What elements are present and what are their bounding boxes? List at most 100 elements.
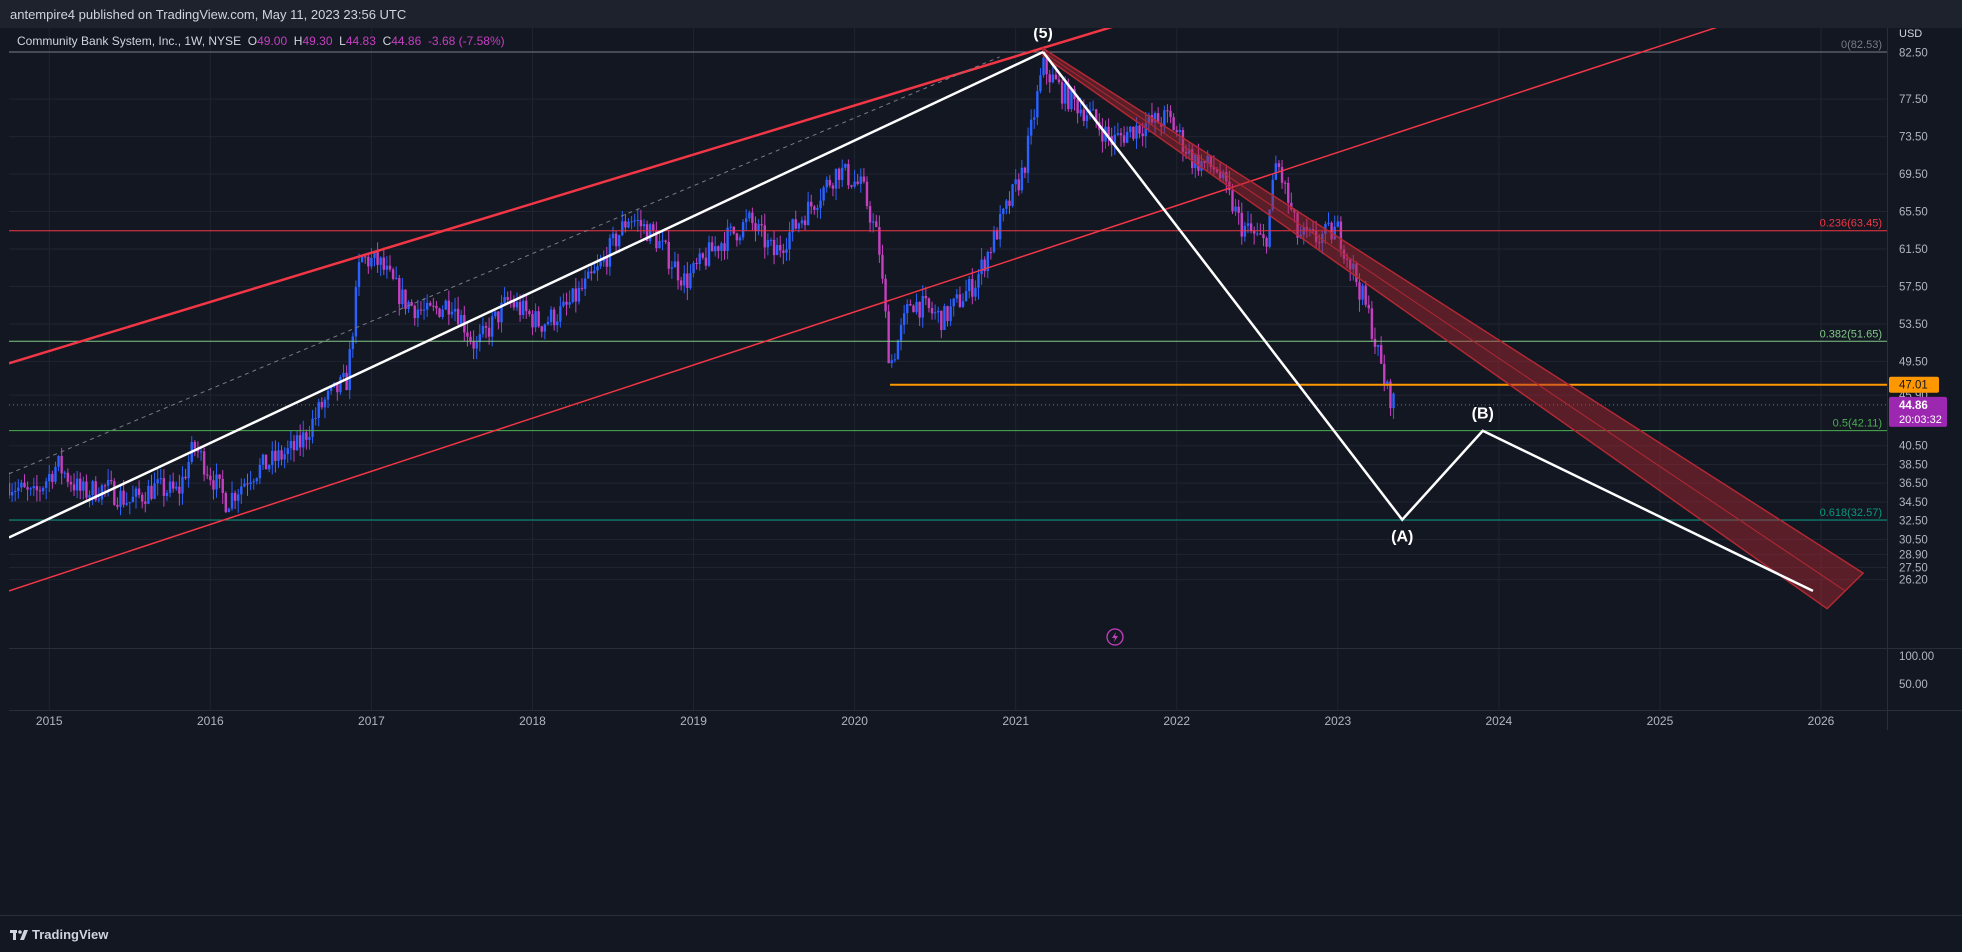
candle-body [1119,133,1123,136]
countdown-label: 20:03:32 [1899,414,1942,426]
candle-body [614,233,618,247]
candle-body [779,244,782,251]
candle-body [546,321,550,325]
candle-body [596,266,599,271]
wave-projection [1042,51,1814,593]
candle-body [810,201,813,207]
candle-body [902,313,906,325]
time-tick-0: 2015 [36,714,63,728]
chart-area[interactable]: 0(82.53) 0.236(63.45) 0.382(51.65) 0.5(42.1… [9,28,1962,915]
chart-svg[interactable]: 0(82.53) 0.236(63.45) 0.382(51.65) 0.5(42.1… [9,28,1962,915]
candle-body [952,298,955,307]
candle-body [326,390,330,400]
candle-body [580,287,584,289]
candle-body [1252,231,1256,234]
brand-name: TradingView [32,927,109,942]
wave-label-2: (B) [1472,406,1494,423]
price-tick-15: 30.50 [1899,534,1928,546]
candle-body [744,218,748,223]
candle-body [472,340,475,349]
candle-body [568,302,571,305]
candle-body [435,305,438,309]
candle-body [562,301,565,307]
candle-body [280,450,283,460]
candle-body [670,267,674,269]
candle-body [1172,117,1175,131]
candle-body [667,241,670,269]
candle-body [828,179,832,186]
candle-body [890,360,893,364]
candle-body [1361,285,1364,300]
candle-body [367,256,370,267]
candle-body [1048,74,1051,83]
candle-body [1336,221,1339,227]
candle-body [54,466,57,482]
candle-body [128,502,131,504]
close-label: C [382,34,392,48]
candle-body [1348,259,1352,270]
candle-body [624,221,627,228]
candle-body [1225,172,1228,182]
footer-bar: TradingView [0,915,1962,952]
time-tick-3: 2018 [519,714,546,728]
candle-body [1215,169,1219,173]
candle-body [323,399,327,408]
candle-body [1079,109,1082,114]
candle-body [884,278,887,312]
candle-body [110,479,113,482]
price-tick-4: 65.50 [1899,207,1928,219]
candle-body [357,262,361,288]
candle-body [246,483,249,485]
candle-body [946,306,949,322]
candle-body [1376,345,1380,347]
candle-body [636,219,639,221]
candle-body [850,185,853,187]
candle-body [314,417,317,419]
candle-body [1358,282,1361,300]
candle-body [639,219,643,227]
candles [9,48,1395,516]
candle-body [41,487,45,492]
candle-body [1333,226,1336,240]
candle-body [10,492,14,496]
candle-body [791,219,794,233]
candle-body [819,200,822,209]
candle-body [1296,212,1299,238]
candle-body [1383,363,1386,386]
price-tick-3: 69.50 [1899,169,1928,181]
candle-body [1064,83,1067,104]
candle-body [543,324,547,332]
candle-body [91,481,94,496]
candle-body [429,302,432,306]
candle-body [1095,109,1098,123]
candle-body [460,315,463,325]
candle-body [178,486,181,494]
candle-body [717,246,720,251]
candle-body [478,334,482,343]
candle-body [878,227,881,255]
lightning-icon-bolt [1112,632,1118,642]
low-label: L [339,34,346,48]
candle-body [1352,263,1355,270]
candle-body [844,163,847,168]
candle-body [679,280,683,286]
candle-body [187,461,190,479]
candle-body [652,224,655,231]
candle-body [1187,149,1191,154]
candle-body [94,481,97,501]
time-tick-8: 2023 [1324,714,1351,728]
candle-body [1169,110,1172,118]
candle-body [648,224,652,242]
symbol-name: Community Bank System, Inc., 1W, NYSE [17,34,242,48]
candle-body [1002,208,1005,214]
tradingview-logo[interactable]: TradingView [10,927,108,942]
candle-body [416,309,420,319]
candle-body [577,287,581,302]
candle-body [221,478,224,493]
candle-body [1070,89,1073,110]
time-tick-4: 2019 [680,714,707,728]
candle-body [317,402,320,418]
candle-body [630,221,633,223]
candle-body [1392,393,1395,409]
candle-body [1283,182,1287,184]
